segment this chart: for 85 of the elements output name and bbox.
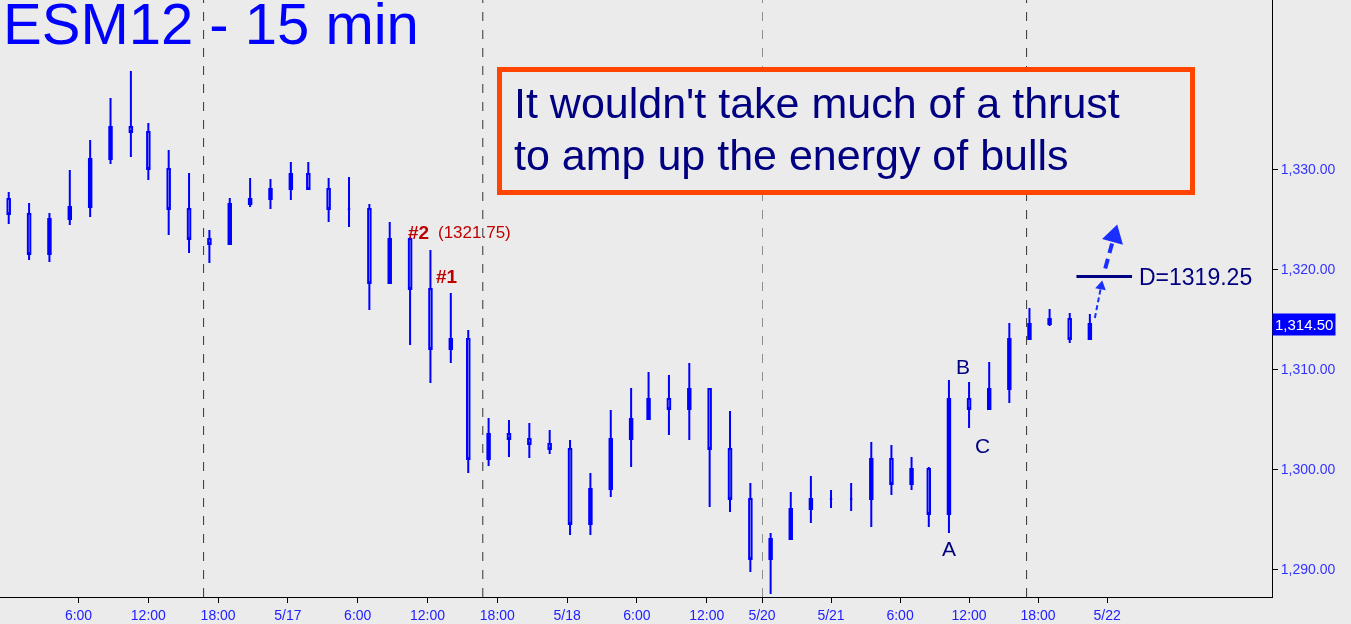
candlestick — [748, 482, 753, 573]
candlestick — [367, 203, 372, 311]
x-tick-label: 12:00 — [951, 606, 987, 623]
x-tick-label: 5/17 — [274, 606, 302, 623]
x-tick-label: 5/18 — [553, 606, 581, 623]
candlestick — [909, 456, 914, 491]
x-tick-label: 18:00 — [479, 606, 516, 623]
candlestick — [47, 212, 52, 263]
annotation: D=1319.25 — [1139, 264, 1253, 290]
x-tick-label: 5/22 — [1093, 606, 1121, 623]
candlestick — [608, 409, 613, 498]
candlestick — [1067, 312, 1072, 344]
candlestick — [926, 466, 932, 528]
candlestick — [588, 472, 593, 536]
x-tick-label: 18:00 — [1020, 606, 1056, 623]
candlestick — [1047, 308, 1052, 327]
candlestick — [966, 381, 972, 429]
x-tick-label: 6:00 — [64, 606, 93, 623]
candlestick — [128, 70, 134, 158]
candlestick — [628, 387, 634, 468]
x-tick-label: 12:00 — [130, 606, 167, 623]
candlestick — [527, 422, 532, 459]
candlestick — [727, 410, 733, 513]
x-tick-label: 5/20 — [748, 606, 776, 623]
candlestick — [428, 249, 433, 384]
candlestick — [788, 491, 793, 540]
candlestick — [687, 362, 692, 441]
x-tick-label: 6:00 — [623, 606, 651, 623]
annotation: It wouldn't take much of a thrust to amp up the energy of bulls — [497, 67, 1195, 195]
candlestick — [808, 475, 814, 524]
candlestick — [1087, 313, 1093, 340]
candlestick — [889, 444, 894, 496]
x-tick-label: 6:00 — [886, 606, 914, 623]
y-tick-label: 1,310.00 — [1280, 360, 1336, 377]
candlestick — [288, 161, 294, 201]
candlestick — [946, 379, 952, 534]
annotation: C — [975, 434, 991, 457]
candlestick — [986, 361, 992, 410]
candlestick — [146, 122, 151, 181]
candlestick — [268, 178, 273, 210]
candlestick — [1007, 322, 1012, 404]
candlestick — [448, 292, 454, 364]
annotation: #2 — [408, 222, 430, 243]
candlestick — [26, 202, 32, 261]
candlestick — [227, 197, 232, 245]
candlestick — [869, 441, 874, 528]
candlestick — [387, 221, 392, 284]
candlestick — [306, 161, 311, 191]
candlestick — [666, 374, 672, 436]
candlestick — [707, 388, 712, 508]
candlestick — [848, 482, 854, 512]
candlestick — [567, 439, 573, 536]
candlestick — [207, 229, 212, 264]
annotation: #1 — [436, 266, 458, 287]
candlestick — [326, 177, 331, 223]
x-tick-label: 18:00 — [200, 606, 236, 623]
candlestick — [1027, 307, 1032, 340]
candlestick — [6, 191, 11, 225]
candlestick — [166, 149, 171, 236]
candlestick — [346, 176, 352, 228]
candlestick — [67, 169, 73, 226]
x-tick-label: 12:00 — [689, 606, 725, 623]
candlestick — [768, 532, 773, 595]
candlestick — [828, 489, 834, 509]
x-tick-label: 6:00 — [344, 606, 372, 623]
candlestick — [547, 429, 552, 455]
candlestick — [466, 329, 471, 474]
candlestick — [486, 417, 491, 467]
candlestick — [646, 371, 651, 420]
candlestick — [506, 419, 512, 458]
y-tick-label: 1,300.00 — [1280, 460, 1336, 477]
candlestick — [186, 172, 192, 254]
x-tick-label: 12:00 — [410, 606, 446, 623]
annotation: B — [956, 355, 971, 378]
chart-title: ESM12 - 15 min — [3, 0, 419, 56]
y-tick-label: 1,320.00 — [1280, 260, 1336, 277]
candlestick — [108, 97, 113, 165]
candlestick — [247, 177, 253, 208]
candlestick — [87, 139, 93, 218]
x-tick-label: 5/21 — [817, 606, 845, 623]
text: 1,314.50 — [1275, 316, 1334, 333]
annotation: (1321.75) — [438, 223, 511, 242]
y-tick-label: 1,290.00 — [1280, 560, 1336, 577]
annotation: A — [942, 537, 957, 560]
y-tick-label: 1,330.00 — [1280, 160, 1336, 177]
